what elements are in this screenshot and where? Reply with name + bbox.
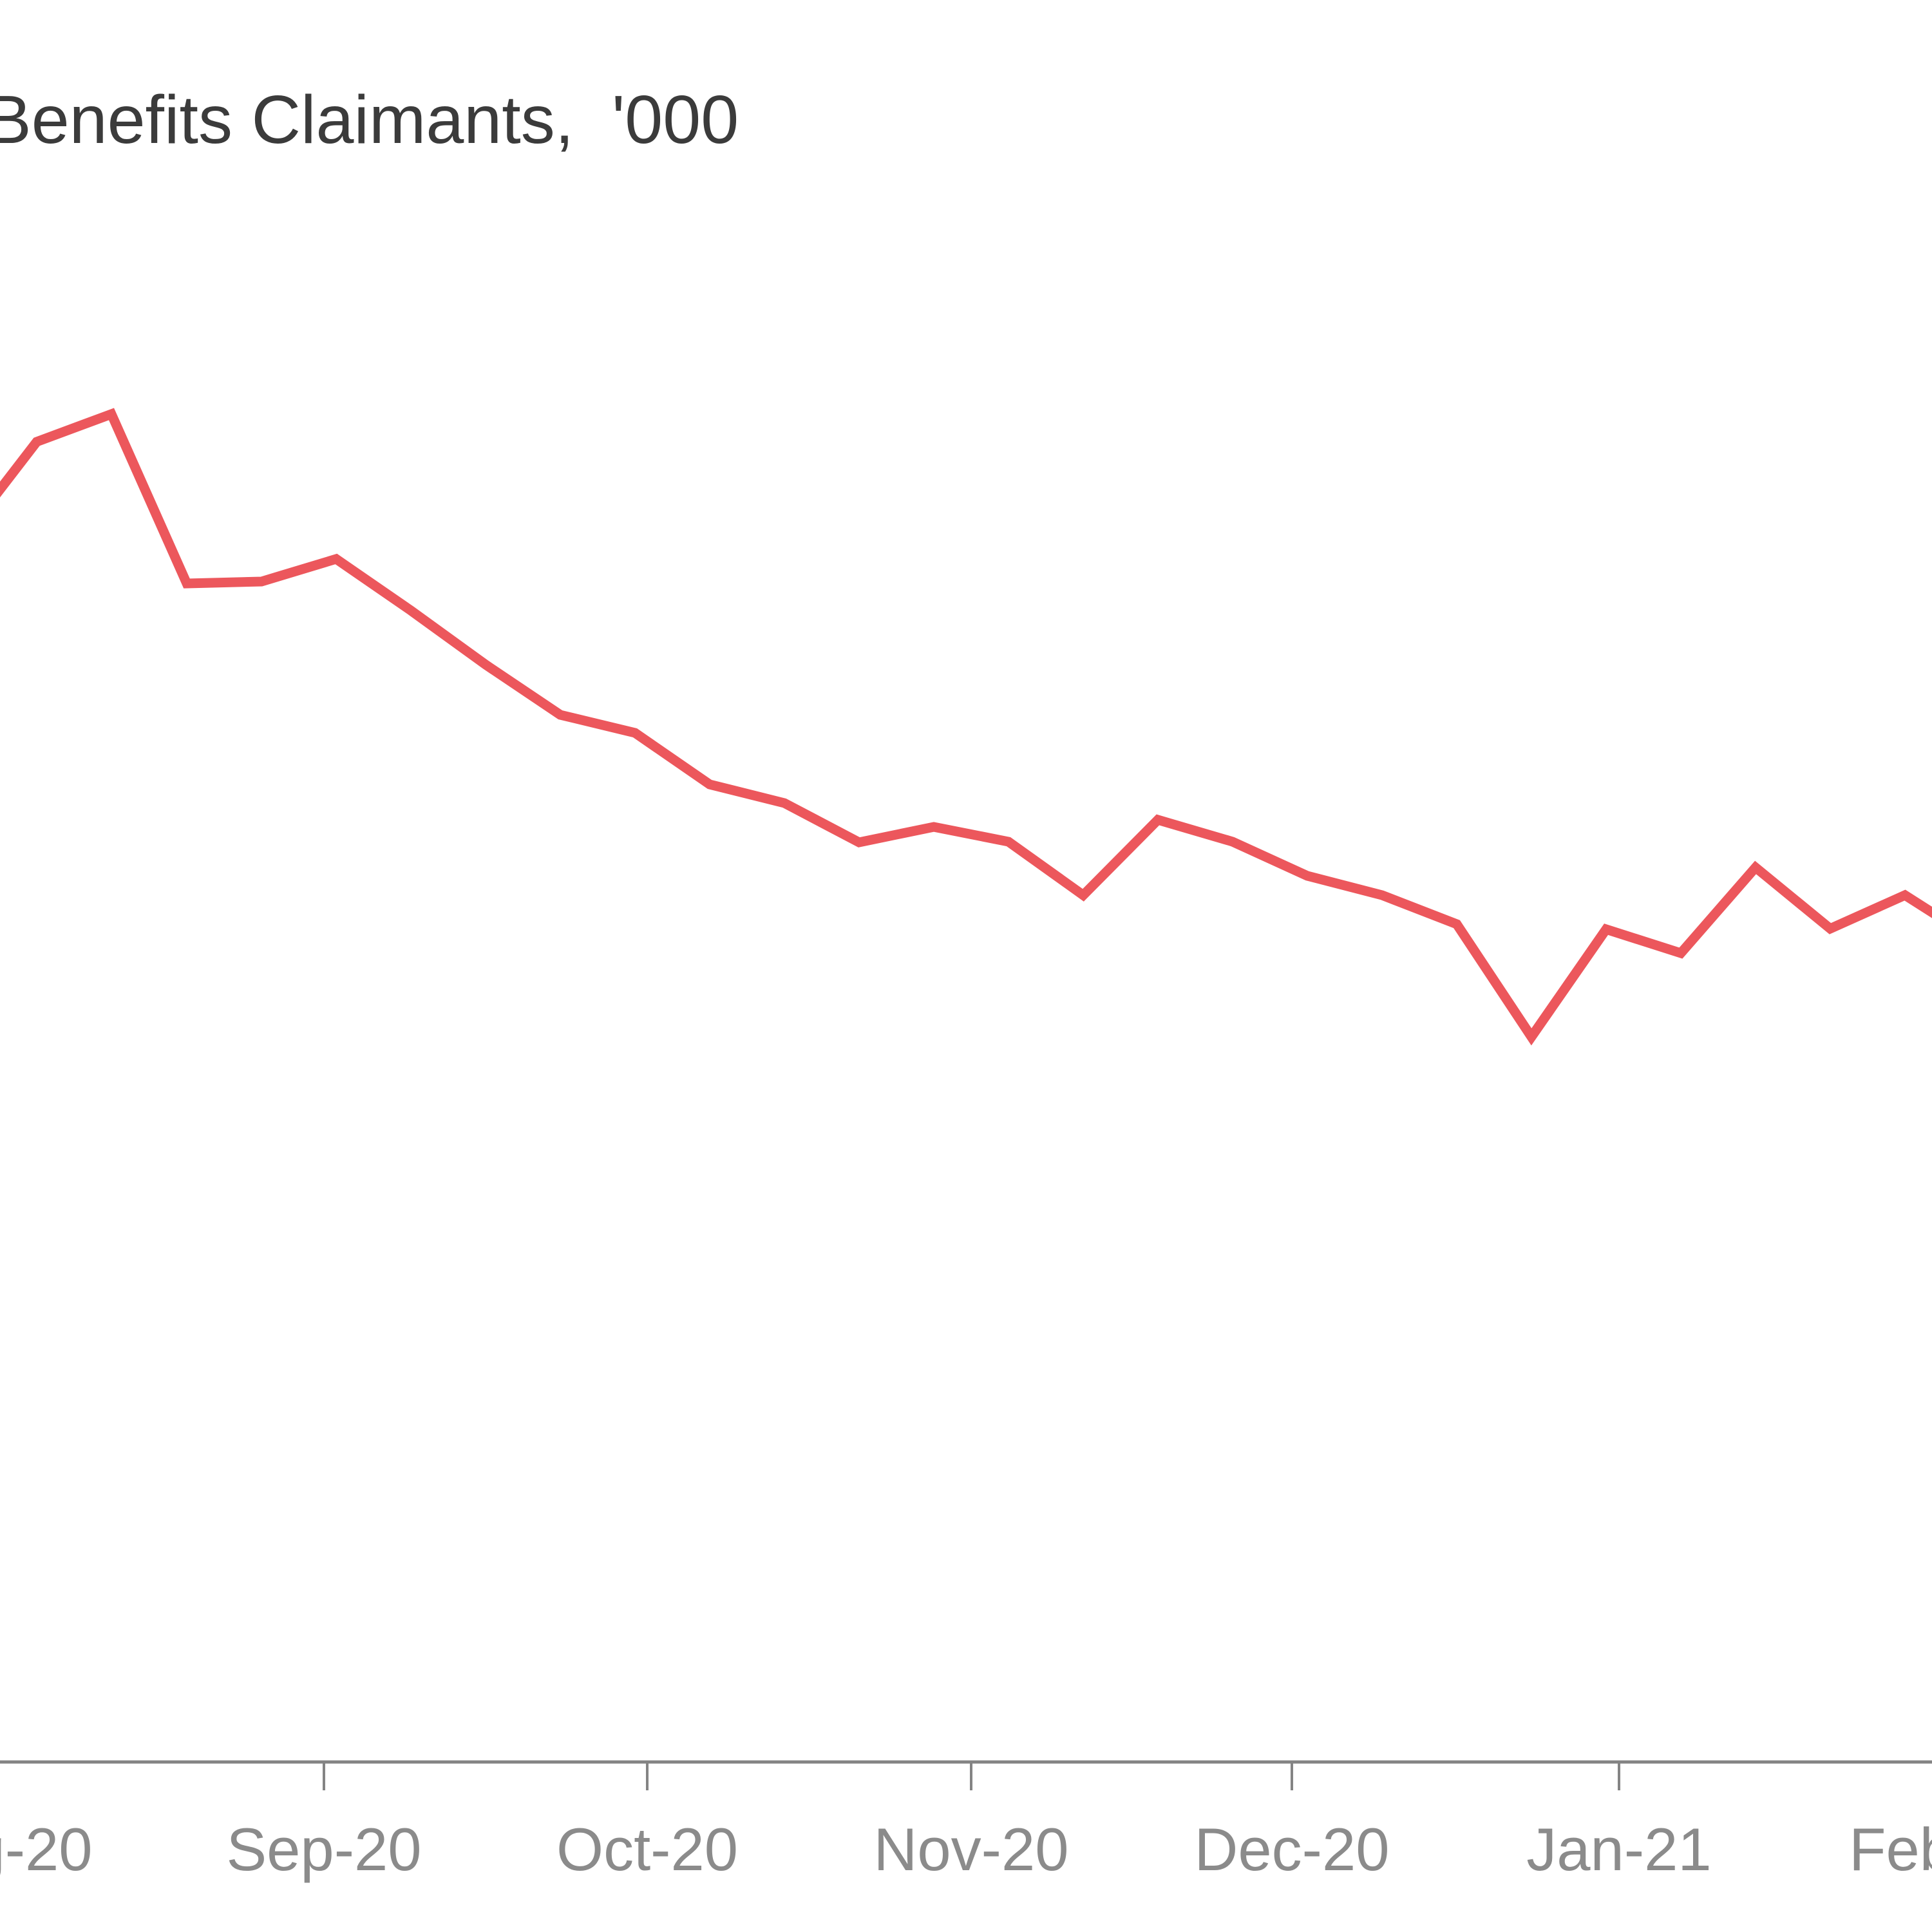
chart-title: Benefits Claimants, '000 xyxy=(0,82,739,158)
x-axis: Aug-20 Sep-20 Oct-20 Nov-20 Dec-20 Jan-21 Feb-… xyxy=(0,1760,1932,1883)
claimants-line-series xyxy=(0,408,1932,1046)
x-axis-label: Feb-21 xyxy=(1849,1815,1932,1883)
x-axis-label: Nov-20 xyxy=(873,1815,1068,1883)
x-axis-label: Oct-20 xyxy=(556,1815,738,1883)
x-axis-label: Sep-20 xyxy=(226,1815,421,1883)
x-axis-label: Jan-21 xyxy=(1526,1815,1711,1883)
x-axis-label: Dec-20 xyxy=(1194,1815,1389,1883)
x-axis-label: Aug-20 xyxy=(0,1815,93,1883)
